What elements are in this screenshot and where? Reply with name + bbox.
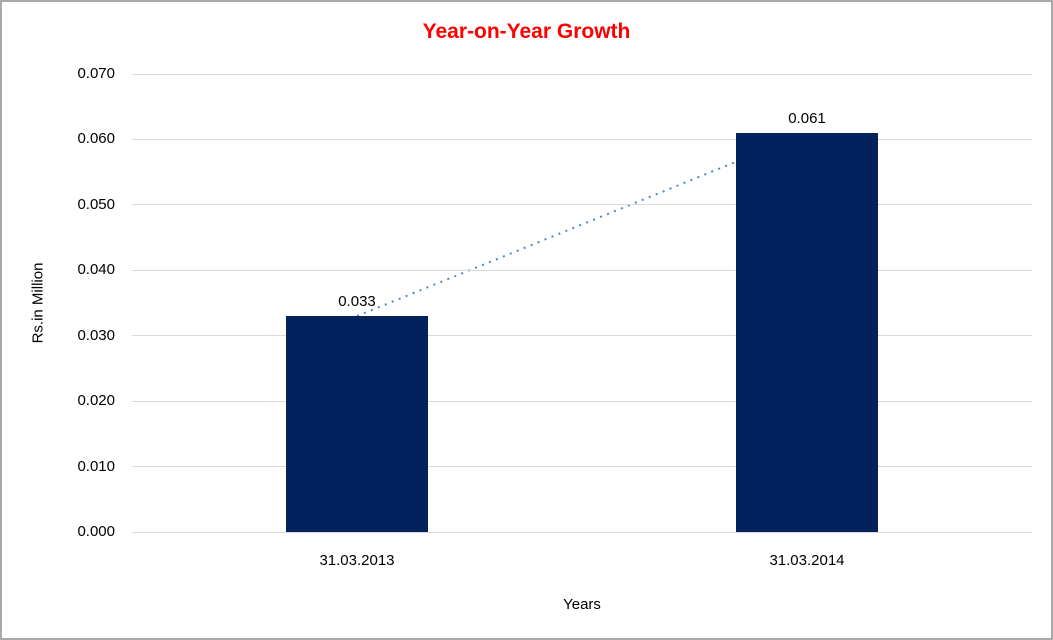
y-tick-label: 0.020 [77, 392, 115, 410]
gridline [132, 204, 1032, 206]
gridline [132, 73, 1032, 75]
y-tick-label: 0.060 [77, 130, 115, 148]
plot-area: 0.033 0.061 [132, 73, 1032, 533]
y-tick-label: 0.010 [77, 457, 115, 475]
gridline [132, 138, 1032, 140]
bar-value-label: 0.061 [788, 109, 826, 127]
gridline [132, 335, 1032, 337]
bar-31.03.2013 [286, 316, 428, 532]
x-tick-label: 31.03.2014 [769, 552, 845, 569]
x-tick-label: 31.03.2013 [319, 552, 395, 569]
chart-title: Year-on-Year Growth [422, 20, 631, 43]
y-tick-label: 0.030 [77, 326, 115, 344]
gridline [132, 269, 1032, 271]
y-tick-label: 0.000 [77, 523, 115, 540]
y-tick-label: 0.070 [77, 65, 115, 82]
x-axis-title: Years [563, 596, 601, 613]
gridline [132, 466, 1032, 468]
y-tick-label: 0.050 [77, 195, 115, 213]
bar-value-label: 0.033 [338, 293, 376, 311]
gridline [132, 400, 1032, 402]
trend-dotted-line [356, 131, 808, 318]
y-tick-label: 0.040 [77, 261, 115, 279]
gridline [132, 531, 1032, 533]
bar-31.03.2014 [736, 132, 878, 532]
